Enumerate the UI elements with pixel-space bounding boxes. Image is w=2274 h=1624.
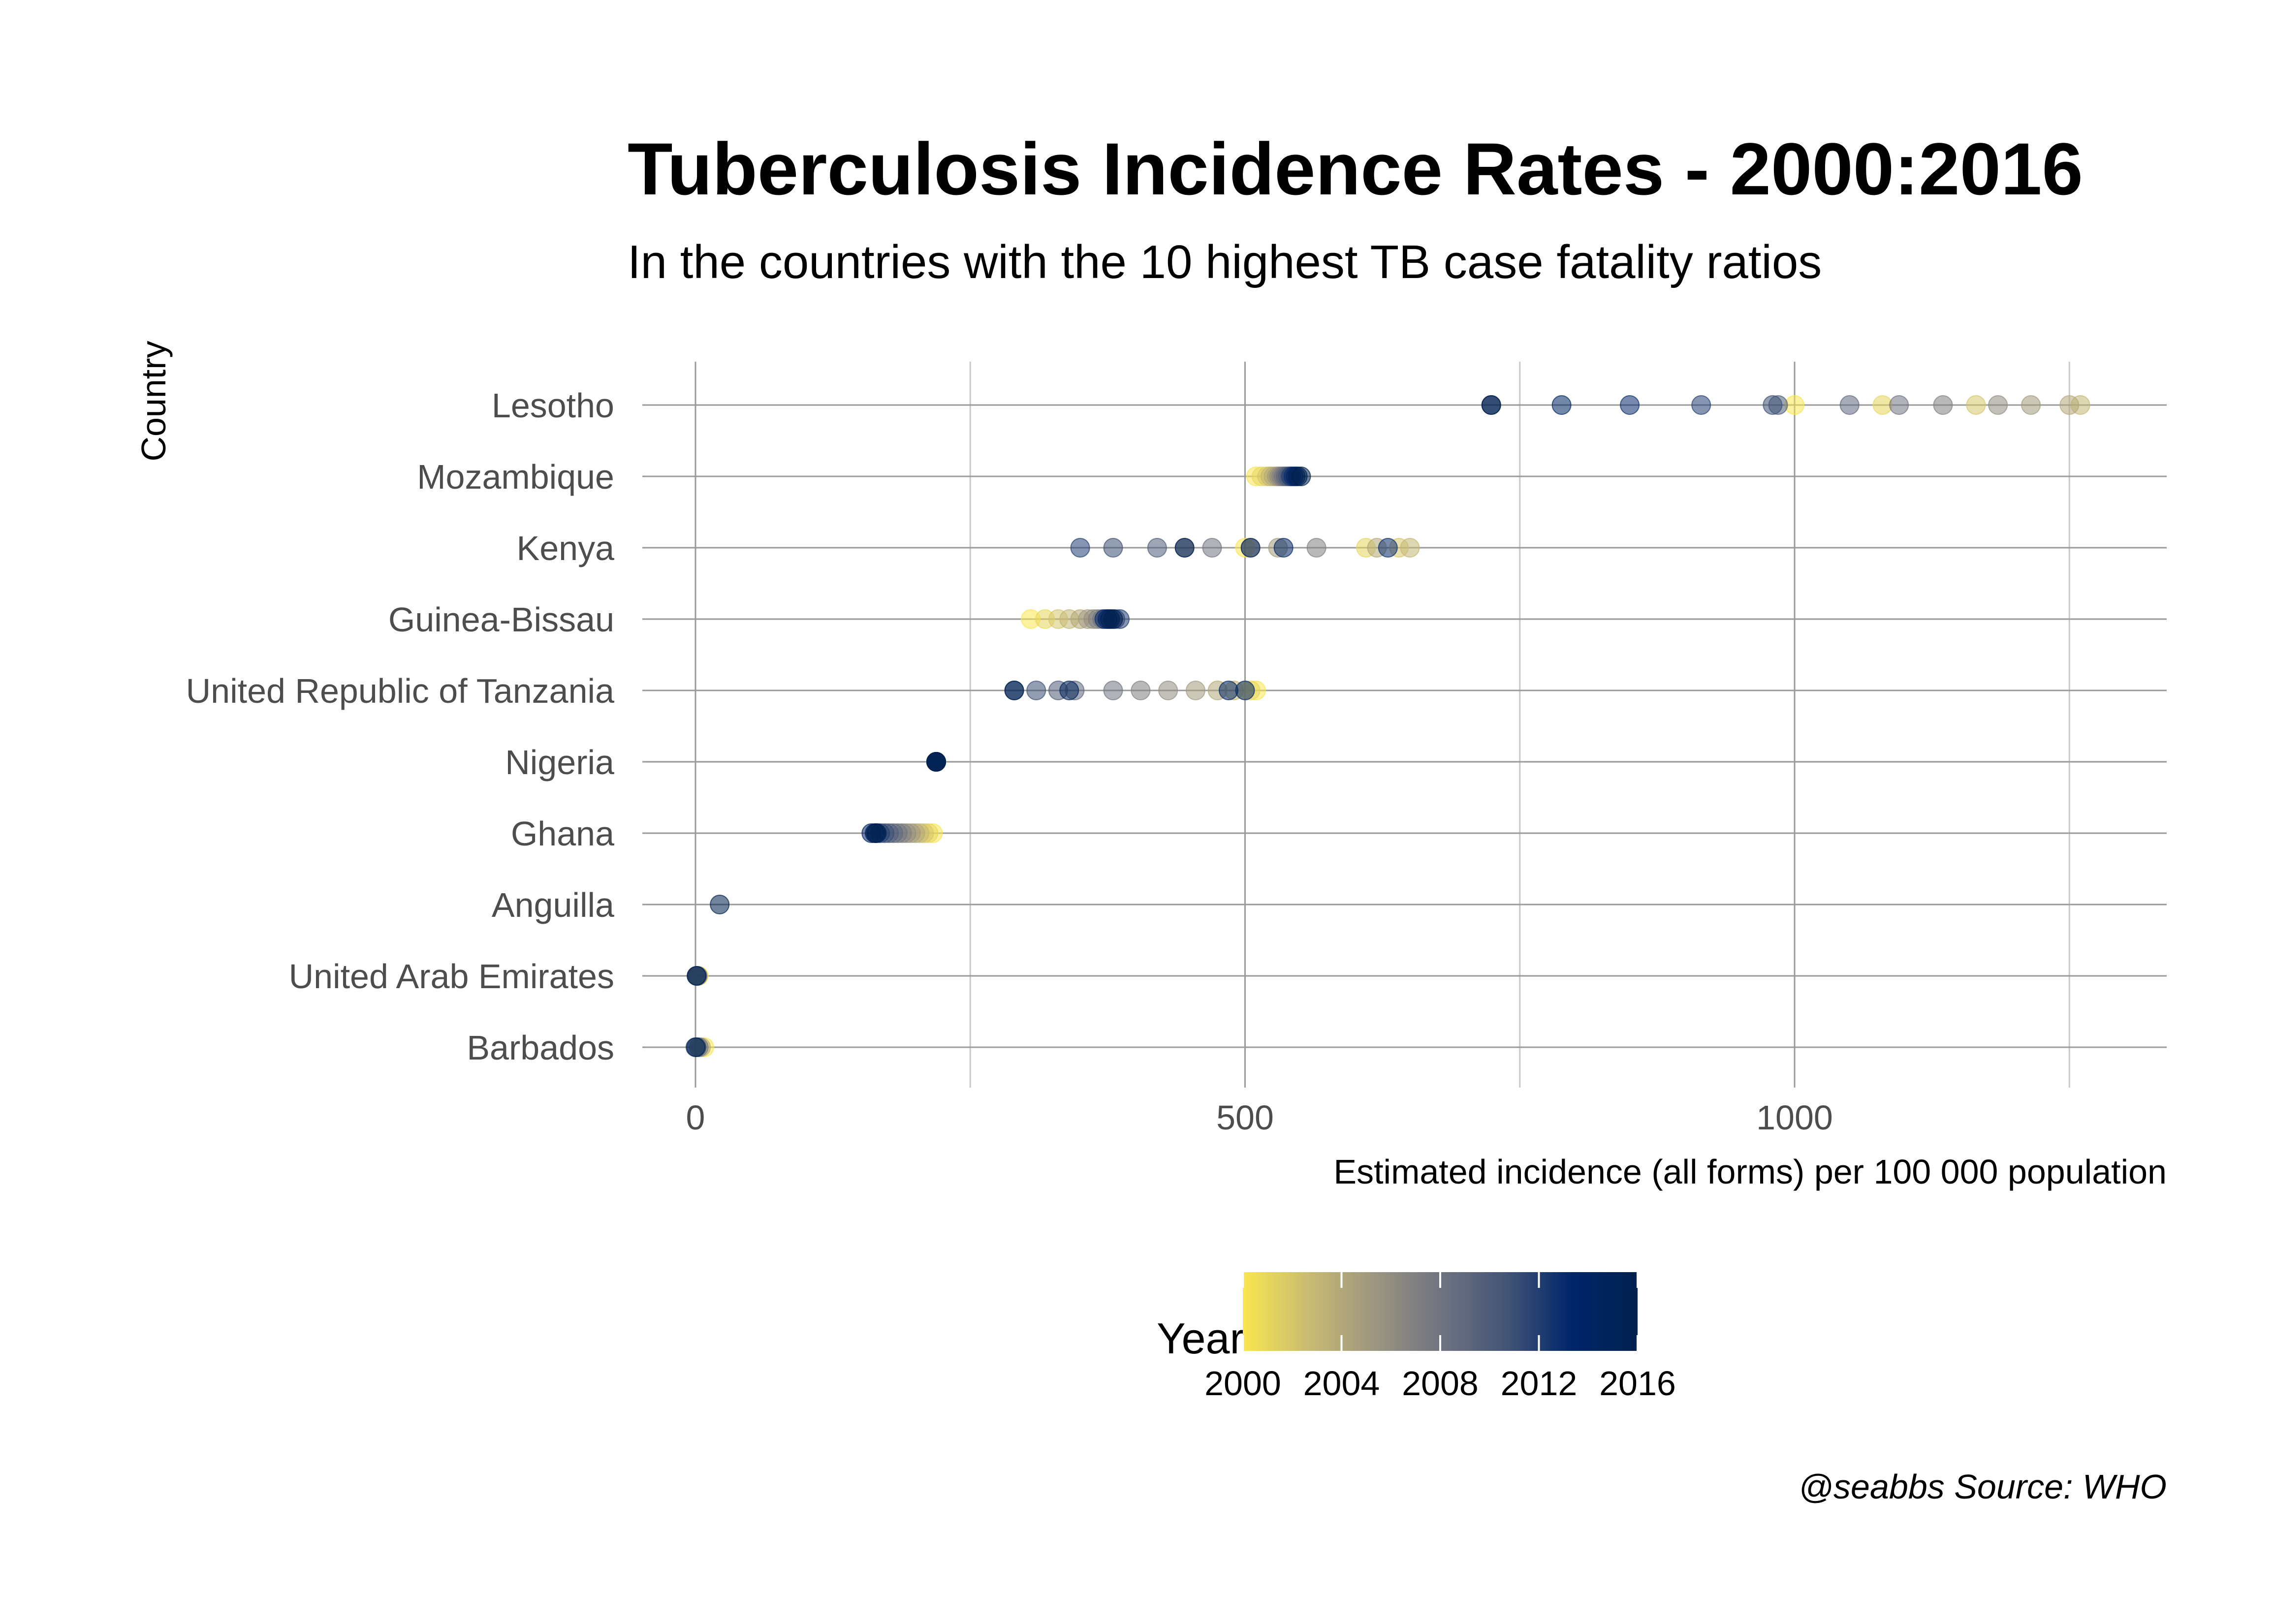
category-label: Mozambique (417, 458, 614, 496)
data-point (1291, 467, 1311, 486)
data-point (1219, 681, 1239, 700)
category-label: Anguilla (492, 886, 614, 924)
data-point (1481, 395, 1501, 415)
category-label: Barbados (467, 1029, 614, 1067)
data-point (926, 752, 947, 772)
data-point (867, 823, 887, 843)
x-tick-label: 1000 (1756, 1098, 1833, 1137)
x-axis-title: Estimated incidence (all forms) per 100 … (1333, 1153, 2167, 1191)
data-point (687, 966, 707, 986)
data-point (1933, 395, 1953, 415)
data-point (1691, 395, 1711, 415)
category-label: United Republic of Tanzania (186, 672, 614, 710)
data-point (710, 895, 730, 914)
y-axis-title: Country (134, 341, 173, 461)
data-point (1147, 538, 1167, 558)
data-point (1620, 395, 1640, 415)
data-point (1103, 681, 1123, 700)
category-label: Ghana (511, 814, 614, 853)
data-point (1240, 538, 1261, 558)
category-labels: Lesotho Mozambique Kenya Guinea-Bissau Unite… (186, 386, 614, 1067)
category-label: Nigeria (505, 743, 614, 781)
legend-ticks: 2000 2004 2008 2012 2016 (1204, 1272, 1676, 1403)
category-label: Kenya (517, 529, 615, 567)
data-point (1378, 538, 1398, 558)
data-point (1306, 538, 1326, 558)
data-point (1872, 395, 1893, 415)
data-point (1551, 395, 1572, 415)
data-point (1174, 538, 1195, 558)
category-label: Lesotho (492, 386, 614, 425)
data-point (1131, 681, 1151, 700)
legend-tick-label: 2008 (1402, 1364, 1479, 1403)
data-point (1273, 538, 1294, 558)
data-point (1235, 681, 1255, 700)
data-point (1158, 681, 1178, 700)
category-label: Guinea-Bissau (388, 600, 614, 639)
data-points (686, 395, 2090, 1057)
data-point (1889, 395, 1909, 415)
data-point (1400, 538, 1420, 558)
data-point (1785, 395, 1804, 415)
legend-title: Year (1157, 1314, 1244, 1363)
data-point (1202, 538, 1222, 558)
data-point (2059, 395, 2080, 415)
data-point (1839, 395, 1860, 415)
data-point (1026, 681, 1046, 700)
data-point (1059, 681, 1079, 700)
chart-title: Tuberculosis Incidence Rates - 2000:2016 (628, 127, 2083, 210)
chart-subtitle: In the countries with the 10 highest TB … (628, 236, 1822, 288)
legend: Year 2000 2004 2008 2012 2016 (1157, 1272, 1676, 1403)
data-point (2021, 395, 2041, 415)
x-axis-ticks: 0 500 1000 (686, 1098, 1833, 1137)
caption: @seabbs Source: WHO (1799, 1468, 2167, 1506)
data-point (1186, 681, 1206, 700)
data-point (1070, 538, 1090, 558)
x-tick-label: 0 (686, 1098, 705, 1137)
legend-tick-label: 2000 (1204, 1364, 1281, 1403)
data-point (1103, 609, 1123, 629)
data-point (1004, 681, 1024, 700)
grid (642, 362, 2167, 1088)
legend-tick-label: 2004 (1303, 1364, 1380, 1403)
data-point (686, 1037, 705, 1057)
legend-tick-label: 2016 (1599, 1364, 1676, 1403)
data-point (1988, 395, 2008, 415)
data-point (1966, 395, 1986, 415)
legend-tick-label: 2012 (1501, 1364, 1578, 1403)
data-point (1103, 538, 1123, 558)
data-point (1763, 395, 1783, 415)
x-tick-label: 500 (1216, 1098, 1274, 1137)
category-label: United Arab Emirates (289, 957, 614, 996)
